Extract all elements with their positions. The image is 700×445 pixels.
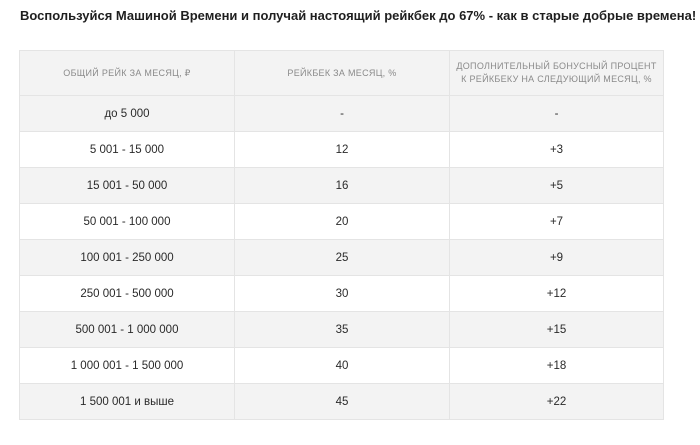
cell-bonus: +9 (449, 239, 664, 276)
table-body: до 5 000 - - 5 001 - 15 000 12 +3 15 001… (19, 95, 664, 420)
table-row: 15 001 - 50 000 16 +5 (19, 167, 664, 204)
table-header: ОБЩИЙ РЕЙК ЗА МЕСЯЦ, ₽ РЕЙКБЕК ЗА МЕСЯЦ,… (19, 50, 664, 96)
table-row: 1 000 001 - 1 500 000 40 +18 (19, 347, 664, 384)
cell-rakeback: 25 (234, 239, 450, 276)
cell-rakeback: 30 (234, 275, 450, 312)
cell-rake-range: 1 000 001 - 1 500 000 (19, 347, 235, 384)
table-row: 1 500 001 и выше 45 +22 (19, 383, 664, 420)
cell-rakeback: - (234, 95, 450, 132)
cell-bonus: - (449, 95, 664, 132)
table-row: 500 001 - 1 000 000 35 +15 (19, 311, 664, 348)
cell-rake-range: 250 001 - 500 000 (19, 275, 235, 312)
cell-bonus: +5 (449, 167, 664, 204)
header-total-rake: ОБЩИЙ РЕЙК ЗА МЕСЯЦ, ₽ (19, 50, 235, 96)
table-header-row: ОБЩИЙ РЕЙК ЗА МЕСЯЦ, ₽ РЕЙКБЕК ЗА МЕСЯЦ,… (19, 50, 664, 96)
cell-bonus: +18 (449, 347, 664, 384)
cell-rake-range: 500 001 - 1 000 000 (19, 311, 235, 348)
cell-bonus: +3 (449, 131, 664, 168)
cell-bonus: +12 (449, 275, 664, 312)
table-row: до 5 000 - - (19, 95, 664, 132)
cell-bonus: +7 (449, 203, 664, 240)
table-row: 5 001 - 15 000 12 +3 (19, 131, 664, 168)
cell-bonus: +22 (449, 383, 664, 420)
cell-rakeback: 20 (234, 203, 450, 240)
cell-rakeback: 45 (234, 383, 450, 420)
cell-rake-range: 1 500 001 и выше (19, 383, 235, 420)
cell-rakeback: 16 (234, 167, 450, 204)
header-bonus-percent: ДОПОЛНИТЕЛЬНЫЙ БОНУСНЫЙ ПРОЦЕНТ К РЕЙКБЕ… (449, 50, 664, 96)
cell-rake-range: до 5 000 (19, 95, 235, 132)
cell-rakeback: 12 (234, 131, 450, 168)
rakeback-table: ОБЩИЙ РЕЙК ЗА МЕСЯЦ, ₽ РЕЙКБЕК ЗА МЕСЯЦ,… (19, 50, 664, 420)
cell-rake-range: 15 001 - 50 000 (19, 167, 235, 204)
cell-rakeback: 40 (234, 347, 450, 384)
cell-rake-range: 50 001 - 100 000 (19, 203, 235, 240)
cell-rake-range: 5 001 - 15 000 (19, 131, 235, 168)
table-row: 100 001 - 250 000 25 +9 (19, 239, 664, 276)
cell-bonus: +15 (449, 311, 664, 348)
table-row: 250 001 - 500 000 30 +12 (19, 275, 664, 312)
page-headline: Воспользуйся Машиной Времени и получай н… (20, 8, 697, 23)
cell-rakeback: 35 (234, 311, 450, 348)
header-rakeback-percent: РЕЙКБЕК ЗА МЕСЯЦ, % (234, 50, 450, 96)
cell-rake-range: 100 001 - 250 000 (19, 239, 235, 276)
table-row: 50 001 - 100 000 20 +7 (19, 203, 664, 240)
